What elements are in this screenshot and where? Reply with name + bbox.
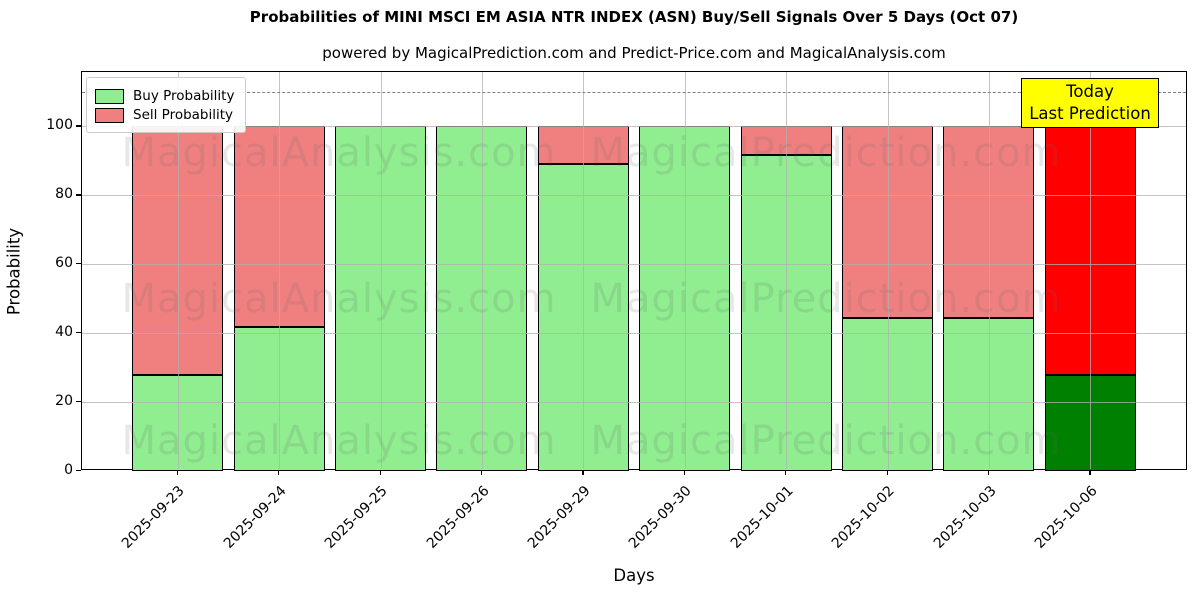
xtick-mark-2025-09-24: [278, 470, 280, 475]
xtick-mark-2025-09-23: [176, 470, 179, 475]
watermark-left-row2: MagicalAnalysis.com: [121, 276, 557, 322]
legend-item-buy: Buy Probability: [95, 88, 234, 104]
ytick-mark-40: [76, 332, 81, 334]
gridline-x-2025-09-23: [177, 72, 179, 469]
watermark-right-row2: MagicalPrediction.com: [590, 276, 1062, 322]
legend-item-sell: Sell Probability: [95, 107, 234, 123]
annotation-line-2: Last Prediction: [1029, 104, 1151, 123]
x-axis-label: Days: [613, 566, 655, 585]
watermark-left-row1: MagicalAnalysis.com: [121, 130, 557, 176]
xtick-mark-2025-10-01: [785, 470, 787, 475]
annotation-line-1: Today: [1066, 81, 1114, 101]
ytick-mark-80: [76, 194, 81, 196]
today-annotation: Today Last Prediction: [1021, 78, 1159, 128]
xtick-label-2025-10-06: 2025-10-06: [919, 480, 1101, 552]
xtick-mark-2025-09-25: [379, 470, 381, 475]
gridline-y-100: [82, 126, 1186, 128]
ytick-label-100: 100: [46, 117, 73, 134]
gridline-y-40: [82, 333, 1186, 335]
ytick-mark-20: [76, 401, 81, 403]
buy-swatch-icon: [95, 88, 124, 104]
xtick-mark-2025-10-06: [1089, 470, 1091, 475]
gridline-y-80: [82, 195, 1186, 197]
xtick-mark-2025-09-26: [480, 470, 483, 475]
legend-label-buy: Buy Probability: [133, 88, 235, 104]
gridline-x-2025-10-06: [1090, 72, 1092, 469]
gridline-x-2025-09-29: [583, 72, 585, 469]
legend-label-sell: Sell Probability: [133, 107, 234, 123]
gridline-x-2025-09-30: [684, 72, 686, 469]
chart-subtitle: powered by MagicalPrediction.com and Pre…: [322, 44, 946, 62]
plot-area: MagicalAnalysis.com MagicalPrediction.com…: [81, 71, 1187, 471]
xtick-mark-2025-09-30: [683, 470, 686, 475]
ytick-mark-60: [76, 263, 81, 265]
ytick-label-80: 80: [55, 186, 73, 203]
gridline-x-2025-09-25: [380, 72, 382, 469]
xtick-mark-2025-09-29: [582, 470, 584, 475]
ytick-mark-0: [76, 470, 81, 472]
watermark-right-row1: MagicalPrediction.com: [590, 130, 1062, 176]
gridline-y-20: [82, 402, 1186, 404]
gridline-x-2025-10-03: [988, 72, 990, 469]
gridline-x-2025-09-26: [481, 72, 483, 469]
xtick-mark-2025-10-02: [886, 470, 888, 475]
chart-title: Probabilities of MINI MSCI EM ASIA NTR I…: [249, 8, 1019, 26]
xtick-label-text: 2025-10-06: [1031, 483, 1101, 552]
gridline-x-2025-10-01: [786, 72, 788, 469]
legend: Buy Probability Sell Probability: [86, 77, 247, 133]
ytick-label-20: 20: [55, 393, 73, 410]
watermark-right-row3: MagicalPrediction.com: [590, 418, 1062, 464]
sell-swatch-icon: [95, 107, 124, 123]
dashed-guide-line: [82, 91, 1186, 93]
ytick-label-40: 40: [55, 324, 73, 341]
ytick-mark-100: [76, 125, 81, 127]
watermark-left-row3: MagicalAnalysis.com: [121, 418, 557, 464]
y-axis-label: Probability: [4, 227, 24, 316]
gridline-x-2025-09-24: [279, 72, 281, 469]
ytick-label-0: 0: [64, 462, 73, 478]
xtick-mark-2025-10-03: [987, 470, 990, 475]
ytick-label-60: 60: [55, 255, 73, 272]
gridline-y-60: [82, 264, 1186, 266]
gridline-x-2025-10-02: [887, 72, 889, 469]
